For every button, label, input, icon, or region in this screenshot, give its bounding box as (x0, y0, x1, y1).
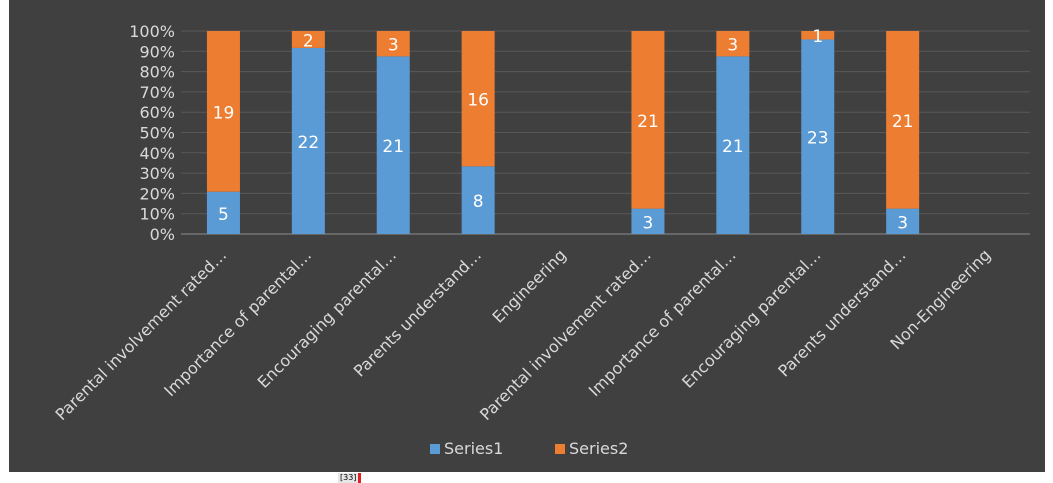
legend-swatch-series2 (555, 444, 565, 454)
bar-segment-series2 (206, 31, 240, 192)
y-tick-label: 100% (129, 22, 175, 41)
bar-segment-series2 (461, 31, 495, 167)
data-label: 22 (298, 133, 320, 153)
chart-background (9, 0, 1045, 472)
bar-segment-series1 (886, 208, 920, 234)
chart-area: 0% 10% 20% 30% 40% 50% 60% 70% 80% 90% 100% 5 19 Pare… (9, 0, 1045, 472)
y-tick-label: 10% (139, 205, 175, 224)
bar-segment-series2 (886, 31, 920, 209)
data-label: 3 (388, 36, 399, 56)
data-label: 19 (213, 103, 235, 123)
bar-segment-series2 (716, 31, 750, 57)
bar-segment-series2 (801, 31, 835, 40)
legend-swatch-series1 (430, 444, 440, 454)
bar-segment-series1 (291, 47, 325, 234)
legend-label: Series1 (444, 439, 503, 458)
bar-segment-series2 (631, 31, 665, 209)
footer-reference-mark: [33] (338, 473, 362, 483)
y-tick-label: 70% (139, 83, 175, 102)
data-label: 2 (303, 31, 314, 51)
bar-segment-series2 (376, 31, 410, 57)
bar-segment-series1 (631, 208, 665, 234)
y-tick-label: 60% (139, 103, 175, 122)
y-tick-label: 50% (139, 124, 175, 143)
bar-segment-series1 (206, 191, 240, 234)
data-label: 21 (722, 137, 744, 157)
y-tick-label: 30% (139, 164, 175, 183)
stacked-bar-chart: 0%10%20%30%40%50%60%70%80%90%100%519Pare… (9, 0, 1045, 472)
bar-segment-series1 (461, 166, 495, 234)
data-label: 16 (467, 91, 489, 111)
data-label: 3 (643, 213, 654, 233)
bar-segment-series1 (716, 56, 750, 234)
data-label: 1 (812, 27, 823, 47)
y-tick-label: 90% (139, 42, 175, 61)
data-label: 21 (382, 137, 404, 157)
y-tick-label: 40% (139, 144, 175, 163)
y-tick-label: 80% (139, 63, 175, 82)
legend-label: Series2 (569, 439, 628, 458)
data-label: 21 (892, 112, 914, 132)
data-label: 3 (897, 213, 908, 233)
bar-segment-series2 (291, 31, 325, 48)
bar-segment-series1 (801, 39, 835, 235)
y-tick-label: 20% (139, 184, 175, 203)
bar-segment-series1 (376, 56, 410, 234)
data-label: 23 (807, 129, 829, 149)
y-tick-label: 0% (150, 225, 175, 244)
data-label: 21 (637, 112, 659, 132)
data-label: 8 (473, 192, 484, 212)
data-label: 3 (727, 36, 738, 56)
data-label: 5 (218, 205, 229, 225)
